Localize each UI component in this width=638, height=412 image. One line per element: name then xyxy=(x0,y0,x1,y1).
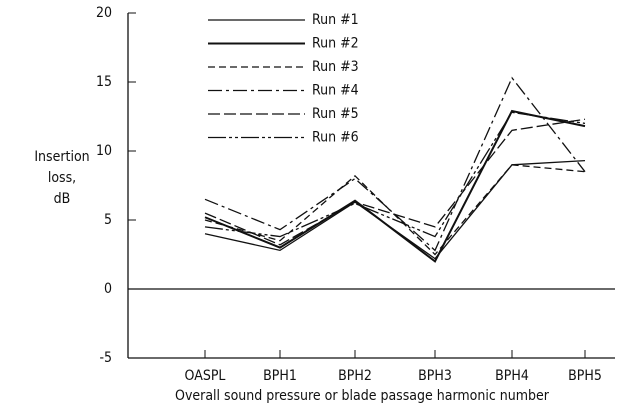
y-tick-label: 20 xyxy=(96,5,112,21)
x-tick-label: BPH2 xyxy=(338,368,372,384)
x-axis-label: Overall sound pressure or blade passage … xyxy=(175,388,550,404)
series-line xyxy=(204,118,586,246)
legend-label: Run #6 xyxy=(312,130,359,146)
x-tick-label: BPH5 xyxy=(568,368,602,384)
x-tick-label: OASPL xyxy=(185,368,226,384)
series-line xyxy=(204,160,586,260)
y-tick-label: 0 xyxy=(104,281,112,297)
x-tick-label: BPH4 xyxy=(495,368,529,384)
y-tick-label: 5 xyxy=(104,212,112,228)
x-tick-label: BPH1 xyxy=(263,368,297,384)
y-tick-label: 10 xyxy=(96,143,112,159)
legend-label: Run #2 xyxy=(312,36,359,52)
y-tick-label: 15 xyxy=(96,74,112,90)
y-axis-label: loss, xyxy=(48,170,76,186)
y-tick-label: -5 xyxy=(99,350,112,366)
legend-label: Run #5 xyxy=(312,106,359,122)
y-axis-label: dB xyxy=(54,191,71,207)
y-axis-label: Insertion xyxy=(34,149,89,165)
legend-label: Run #3 xyxy=(312,59,359,75)
x-tick-label: BPH3 xyxy=(418,368,452,384)
legend-label: Run #1 xyxy=(312,12,359,28)
series-line xyxy=(204,111,586,238)
legend-label: Run #4 xyxy=(312,83,359,99)
series-line xyxy=(204,109,586,263)
